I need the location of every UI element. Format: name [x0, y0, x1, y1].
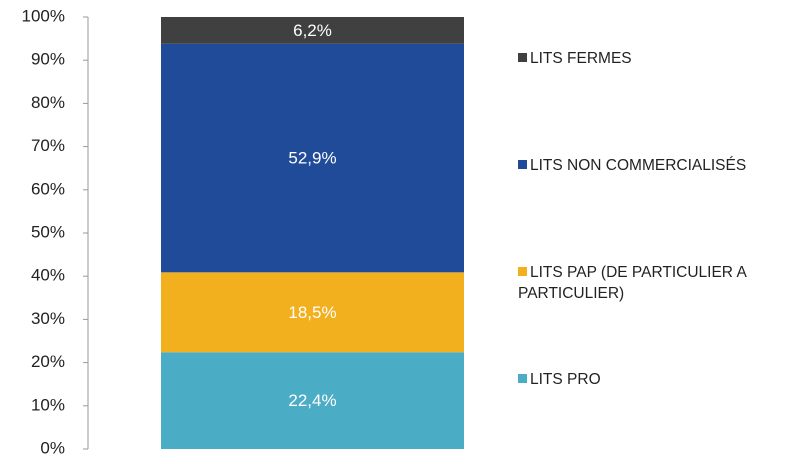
value-label: 22,4% — [288, 391, 336, 410]
legend-swatch — [518, 160, 527, 169]
legend-item: LITS PAP (DE PARTICULIER A PARTICULIER) — [518, 262, 803, 304]
y-tick-label: 10% — [31, 395, 65, 414]
legend-label: LITS FERMES — [530, 50, 632, 67]
y-tick-label: 0% — [40, 438, 65, 457]
y-tick-label: 80% — [31, 93, 65, 112]
value-label: 52,9% — [288, 149, 336, 168]
y-tick-label: 30% — [31, 309, 65, 328]
y-tick-label: 20% — [31, 352, 65, 371]
value-label: 18,5% — [288, 303, 336, 322]
legend-swatch — [518, 267, 527, 276]
legend-swatch — [518, 374, 527, 383]
bar-segment — [161, 43, 464, 273]
bar-segment — [161, 272, 464, 353]
y-tick-label: 60% — [31, 179, 65, 198]
legend-item: LITS PRO — [518, 369, 803, 390]
y-tick-label: 100% — [22, 6, 65, 25]
legend-item: LITS FERMES — [518, 48, 803, 69]
y-tick-label: 90% — [31, 50, 65, 69]
y-tick-label: 50% — [31, 222, 65, 241]
bar-segment — [161, 352, 464, 449]
legend-item: LITS NON COMMERCIALISÉS — [518, 155, 803, 176]
value-label: 6,2% — [293, 21, 332, 40]
y-tick-label: 70% — [31, 136, 65, 155]
legend-label: LITS NON COMMERCIALISÉS — [530, 157, 747, 174]
y-tick-label: 40% — [31, 266, 65, 285]
legend-swatch — [518, 53, 527, 62]
legend-label: LITS PRO — [530, 371, 601, 388]
bar-segment — [161, 17, 464, 44]
legend-label: LITS PAP (DE PARTICULIER A PARTICULIER) — [518, 264, 746, 302]
